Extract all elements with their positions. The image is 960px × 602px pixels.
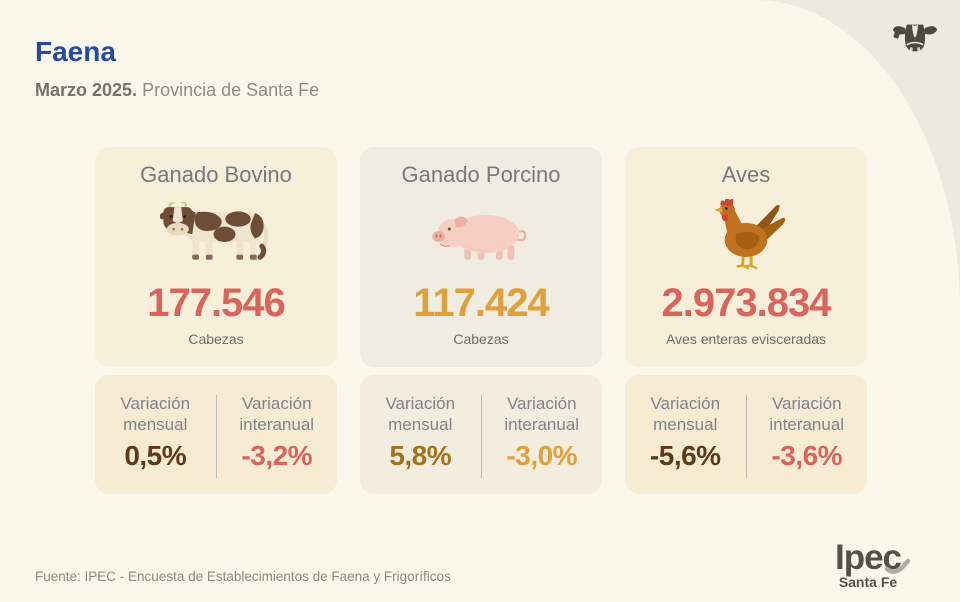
unit-label: Cabezas (188, 331, 244, 347)
card-porcino-variations: Variación mensual 5,8% Variación interan… (360, 375, 602, 494)
variation-yearly: Variación interanual -3,2% (217, 393, 338, 494)
logo-swoosh-icon (885, 558, 911, 574)
variation-monthly-value: 5,8% (389, 440, 452, 471)
variation-yearly-label: Variación interanual (769, 394, 845, 434)
source-note: Fuente: IPEC - Encuesta de Establecimien… (35, 569, 451, 584)
variation-monthly-label: Variación mensual (120, 394, 191, 434)
subtitle-period: Marzo 2025. (35, 80, 138, 100)
unit-label: Aves enteras evisceradas (665, 331, 827, 347)
headline-value: 177.546 (147, 281, 286, 325)
cow-icon (160, 197, 272, 275)
ipec-logo-word: Ipec (835, 540, 911, 576)
card-title: Ganado Porcino (401, 162, 561, 187)
hen-icon (705, 197, 787, 275)
ipec-logo: Ipec Santa Fe (810, 540, 926, 590)
variation-yearly-value: -3,2% (241, 440, 313, 471)
headline-value: 2.973.834 (661, 281, 832, 325)
ipec-logo-subtitle: Santa Fe (838, 574, 898, 590)
card-aves: Aves (625, 147, 867, 494)
header: Faena Marzo 2025. Provincia de Santa Fe (35, 36, 319, 101)
cards-row: Ganado Bovino (95, 147, 867, 494)
variation-yearly-label: Variación interanual (239, 394, 315, 434)
card-bovino: Ganado Bovino (95, 147, 337, 494)
variation-monthly-value: -5,6% (649, 440, 721, 471)
variation-monthly-label: Variación mensual (385, 394, 456, 434)
variation-monthly: Variación mensual 0,5% (95, 393, 216, 494)
variation-yearly-value: -3,0% (506, 440, 578, 471)
variation-monthly-label: Variación mensual (650, 394, 721, 434)
cow-head-icon (892, 21, 938, 61)
variation-monthly: Variación mensual -5,6% (625, 393, 746, 494)
variation-yearly: Variación interanual -3,0% (482, 393, 603, 494)
pig-icon (431, 197, 531, 275)
variation-monthly: Variación mensual 5,8% (360, 393, 481, 494)
card-aves-summary: Aves (625, 147, 867, 367)
card-aves-variations: Variación mensual -5,6% Variación intera… (625, 375, 867, 494)
card-bovino-variations: Variación mensual 0,5% Variación interan… (95, 375, 337, 494)
headline-value: 117.424 (413, 281, 549, 325)
divider (745, 395, 747, 478)
variation-yearly: Variación interanual -3,6% (747, 393, 868, 494)
card-porcino-summary: Ganado Porcino (360, 147, 602, 367)
variation-monthly-value: 0,5% (124, 440, 187, 471)
subtitle: Marzo 2025. Provincia de Santa Fe (35, 80, 319, 101)
variation-yearly-value: -3,6% (771, 440, 843, 471)
card-title: Ganado Bovino (140, 162, 292, 187)
card-porcino: Ganado Porcino (360, 147, 602, 494)
variation-yearly-label: Variación interanual (504, 394, 580, 434)
unit-label: Cabezas (453, 331, 509, 347)
divider (480, 395, 482, 478)
subtitle-region: Provincia de Santa Fe (142, 80, 320, 100)
divider (215, 395, 217, 478)
card-bovino-summary: Ganado Bovino (95, 147, 337, 367)
page-title: Faena (35, 36, 116, 67)
card-title: Aves (721, 162, 771, 187)
